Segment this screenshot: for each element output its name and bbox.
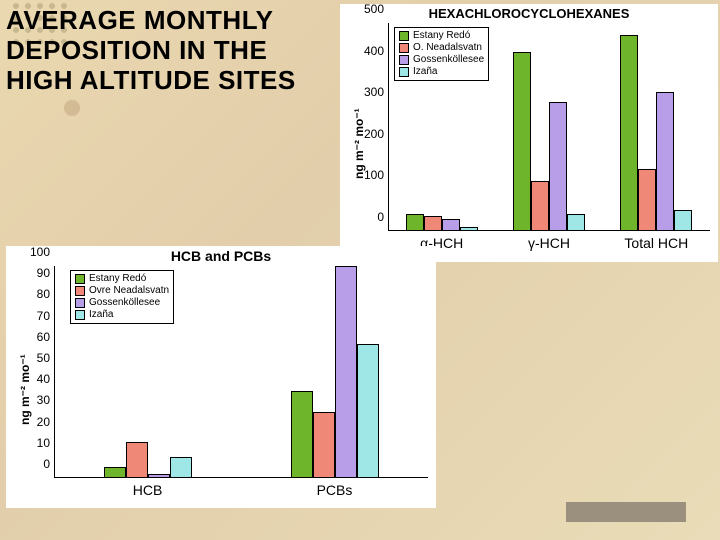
bar (424, 216, 442, 231)
legend-swatch (75, 286, 85, 296)
legend-label: Gossenköllesee (89, 297, 160, 309)
decor-bar (566, 502, 686, 522)
page-title: AVERAGE MONTHLY DEPOSITION IN THE HIGH A… (6, 6, 336, 96)
bar (335, 266, 357, 478)
y-tick: 70 (37, 323, 50, 337)
bar (638, 169, 656, 231)
y-axis: 0102030405060708090100 (10, 266, 52, 478)
legend-item: Izaña (399, 66, 484, 78)
bar (313, 412, 335, 478)
bar-group (495, 23, 602, 231)
legend-swatch (75, 298, 85, 308)
y-tick: 200 (364, 141, 384, 155)
legend-label: Izaña (413, 66, 437, 78)
y-tick: 80 (37, 301, 50, 315)
y-tick: 0 (43, 471, 50, 485)
bar (406, 214, 424, 231)
legend-swatch (399, 67, 409, 77)
bar (620, 35, 638, 231)
bar (567, 214, 585, 231)
x-label: PCBs (241, 478, 428, 498)
y-tick: 90 (37, 280, 50, 294)
y-tick: 50 (37, 365, 50, 379)
plot-area: ng m⁻² mo⁻¹ 0102030405060708090100 HCBPC… (54, 266, 428, 478)
bar (357, 344, 379, 478)
y-tick: 10 (37, 450, 50, 464)
x-labels: α-HCHγ-HCHTotal HCH (388, 231, 710, 251)
legend-swatch (75, 274, 85, 284)
y-tick: 400 (364, 58, 384, 72)
y-tick: 100 (364, 182, 384, 196)
legend-item: Gossenköllesee (75, 297, 169, 309)
y-tick: 30 (37, 407, 50, 421)
legend-label: Estany Redó (413, 30, 470, 42)
y-axis: 0100200300400500 (344, 23, 386, 231)
legend-item: O. Neadalsvatn (399, 42, 484, 54)
y-tick: 20 (37, 429, 50, 443)
bar-group (241, 266, 428, 478)
plot-area: ng m⁻² mo⁻¹ 0100200300400500 α-HCHγ-HCHT… (388, 23, 710, 231)
hcb-pcbs-chart: HCB and PCBs ng m⁻² mo⁻¹ 010203040506070… (6, 246, 436, 508)
x-label: Total HCH (603, 231, 710, 251)
bar (513, 52, 531, 231)
legend-label: Estany Redó (89, 273, 146, 285)
legend-swatch (399, 43, 409, 53)
bar (104, 467, 126, 478)
x-label: HCB (54, 478, 241, 498)
bar (170, 457, 192, 478)
y-tick: 300 (364, 99, 384, 113)
y-tick: 500 (364, 16, 384, 30)
bar (291, 391, 313, 478)
legend-label: Ovre Neadalsvatn (89, 285, 169, 297)
legend-swatch (399, 55, 409, 65)
legend-label: O. Neadalsvatn (413, 42, 482, 54)
legend-item: Estany Redó (75, 273, 169, 285)
x-label: γ-HCH (495, 231, 602, 251)
legend: Estany RedóO. NeadalsvatnGossenkölleseeI… (394, 27, 489, 81)
chart-title: HCB and PCBs (6, 246, 436, 264)
chart-title: HEXACHLOROCYCLOHEXANES (340, 4, 718, 21)
y-tick: 100 (30, 259, 50, 273)
bar (674, 210, 692, 231)
x-labels: HCBPCBs (54, 478, 428, 498)
bar (442, 219, 460, 231)
legend-swatch (75, 310, 85, 320)
bar (656, 92, 674, 231)
bar (549, 102, 567, 231)
legend-item: Estany Redó (399, 30, 484, 42)
legend-label: Izaña (89, 309, 113, 321)
legend-label: Gossenköllesee (413, 54, 484, 66)
y-tick: 40 (37, 386, 50, 400)
legend-item: Gossenköllesee (399, 54, 484, 66)
bar (531, 181, 549, 231)
legend-item: Izaña (75, 309, 169, 321)
legend-swatch (399, 31, 409, 41)
legend: Estany RedóOvre NeadalsvatnGossenköllese… (70, 270, 174, 324)
bar-group (603, 23, 710, 231)
bar (126, 442, 148, 478)
y-tick: 0 (377, 224, 384, 238)
y-tick: 60 (37, 344, 50, 358)
legend-item: Ovre Neadalsvatn (75, 285, 169, 297)
hexachlorocyclohexanes-chart: HEXACHLOROCYCLOHEXANES ng m⁻² mo⁻¹ 01002… (340, 4, 718, 262)
